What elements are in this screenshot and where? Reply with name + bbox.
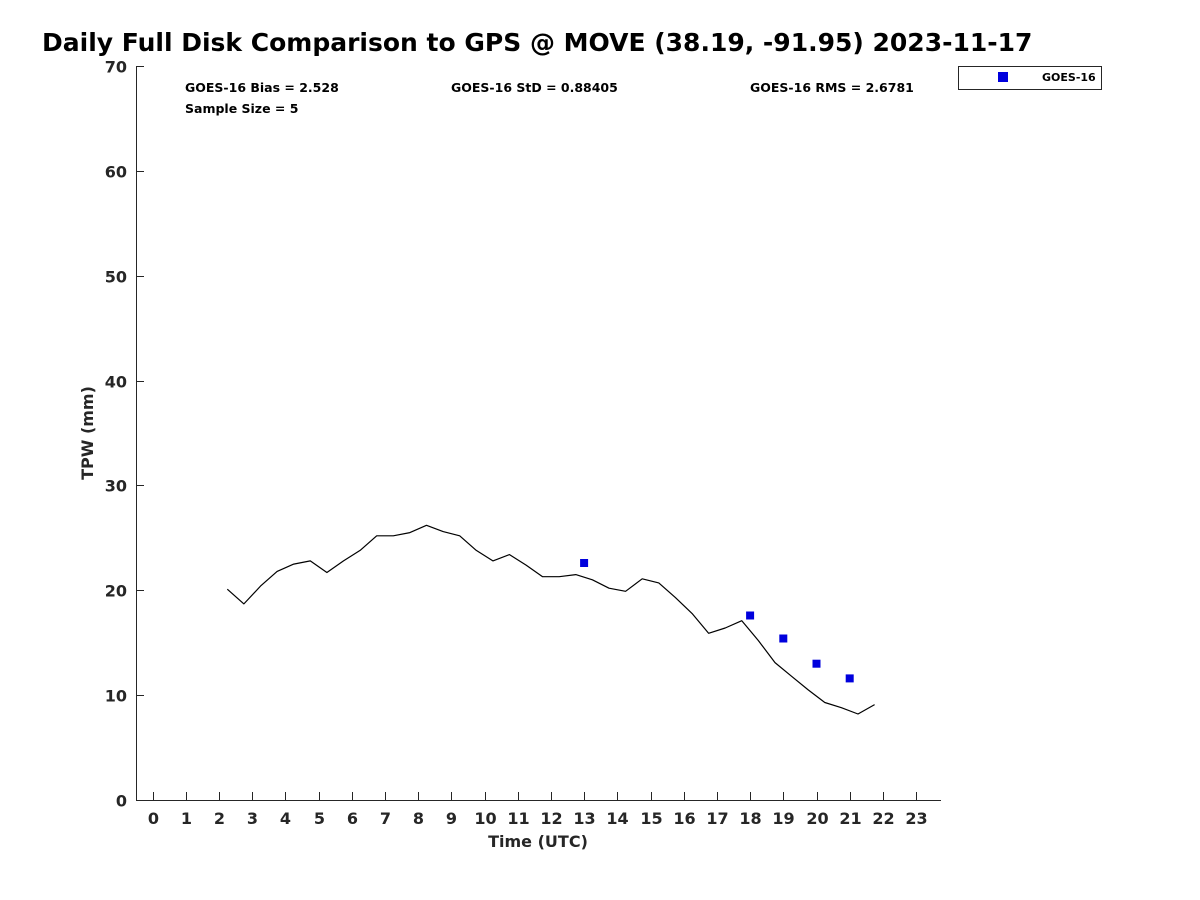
x-axis-title: Time (UTC) [488,832,588,851]
y-tick-label: 60 [105,163,127,182]
x-tick-label: 5 [314,809,325,828]
x-tick-label: 9 [446,809,457,828]
gps-tpw-line [226,524,875,715]
x-tick-label: 14 [606,809,628,828]
x-tick-label: 8 [413,809,424,828]
y-axis-title: TPW (mm) [78,386,97,480]
y-tick-label: 40 [105,373,127,392]
x-tick-label: 16 [673,809,695,828]
legend-label-goes16: GOES-16 [1042,71,1096,84]
x-tick-label: 1 [181,809,192,828]
x-tick-label: 12 [540,809,562,828]
x-tick-label: 7 [380,809,391,828]
x-tick-label: 4 [280,809,291,828]
x-tick-label: 20 [806,809,828,828]
x-tick-label: 6 [347,809,358,828]
x-tick-label: 19 [772,809,794,828]
stat-bias: GOES-16 Bias = 2.528 [185,80,339,95]
legend-marker-goes16 [998,72,1008,82]
chart-title: Daily Full Disk Comparison to GPS @ MOVE… [42,28,1033,57]
x-tick-label: 0 [148,809,159,828]
legend-box [958,66,1102,90]
y-tick-label: 20 [105,582,127,601]
legend: GOES-16 [958,66,1102,90]
goes16-point [779,634,788,643]
y-tick-label: 70 [105,58,127,77]
y-tick-label: 30 [105,477,127,496]
y-tick-label: 0 [116,792,127,811]
x-tick-label: 23 [905,809,927,828]
x-tick-label: 22 [872,809,894,828]
goes16-point [746,611,755,620]
chart-marks [226,524,875,715]
goes16-point [580,559,589,567]
x-tick-label: 15 [640,809,662,828]
stat-std: GOES-16 StD = 0.88405 [451,80,618,95]
y-tick-label: 50 [105,268,127,287]
goes16-point [845,674,854,683]
goes16-point [812,659,821,668]
stat-rms: GOES-16 RMS = 2.6781 [750,80,914,95]
y-tick-label: 10 [105,687,127,706]
x-tick-label: 13 [573,809,595,828]
axes: 0 1 2 3 4 5 6 7 8 9 10 11 12 13 14 15 16 17 18 19 20 21 22 2301… [105,58,941,828]
stat-sample-size: Sample Size = 5 [185,101,298,116]
x-tick-label: 17 [706,809,728,828]
x-tick-label: 11 [507,809,529,828]
x-tick-label: 3 [247,809,258,828]
x-tick-label: 10 [474,809,496,828]
x-tick-label: 2 [214,809,225,828]
x-tick-label: 18 [739,809,761,828]
x-tick-label: 21 [839,809,861,828]
